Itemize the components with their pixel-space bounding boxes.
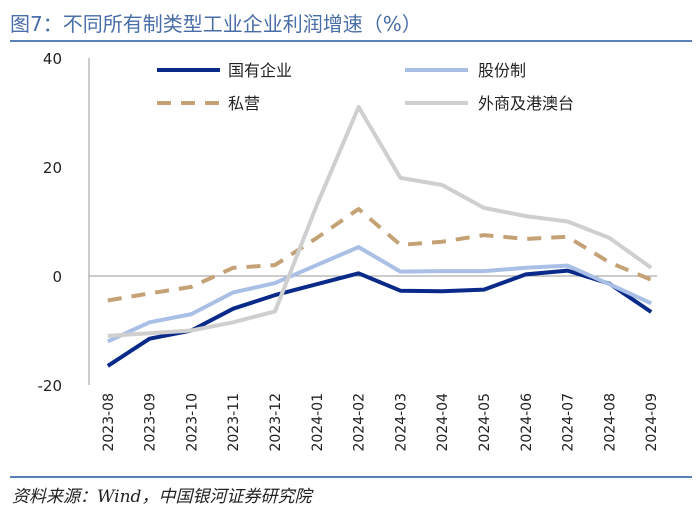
- footer-divider: [10, 476, 692, 478]
- page-title: 图7：不同所有制类型工业企业利润增速（%）: [10, 12, 422, 36]
- x-tick-label-2023-12: 2023-12: [268, 393, 284, 452]
- x-tick-label-2024-04: 2024-04: [435, 393, 451, 452]
- y-tick-label-0: 40: [43, 50, 62, 68]
- x-tick-label-2023-11: 2023-11: [226, 393, 242, 452]
- legend-label-2: 私营: [228, 94, 260, 113]
- y-tick-label-3: -20: [38, 377, 63, 395]
- x-tick-label-2023-10: 2023-10: [184, 393, 200, 452]
- x-tick-label-2023-08: 2023-08: [101, 393, 117, 452]
- x-tick-label-2024-03: 2024-03: [393, 393, 409, 452]
- source-note: 资料来源：Wind，中国银河证券研究院: [12, 487, 312, 507]
- legend-label-3: 外商及港澳台: [478, 94, 574, 113]
- legend-label-1: 股份制: [478, 61, 526, 80]
- x-tick-label-2024-01: 2024-01: [310, 393, 326, 452]
- x-tick-label-2024-09: 2024-09: [644, 393, 660, 452]
- x-tick-label-2023-09: 2023-09: [143, 393, 159, 452]
- x-tick-label-2024-07: 2024-07: [561, 393, 577, 452]
- series-line-2: [107, 207, 652, 303]
- x-tick-label-2024-08: 2024-08: [602, 393, 618, 452]
- x-tick-label-2024-05: 2024-05: [477, 393, 493, 452]
- x-tick-label-2024-06: 2024-06: [519, 393, 535, 452]
- series-line-1: [106, 245, 653, 344]
- profit-growth-chart: 40 20 0 -20 2023-08 2023-09 2023-10 2023-11 2023…: [38, 50, 661, 452]
- series-line-0: [106, 268, 653, 368]
- y-tick-label-1: 20: [43, 159, 62, 177]
- y-tick-label-2: 0: [52, 268, 62, 286]
- x-tick-label-2024-02: 2024-02: [352, 393, 368, 452]
- legend-label-0: 国有企业: [228, 61, 292, 80]
- title-divider: [10, 40, 692, 42]
- series-line-3: [107, 105, 653, 338]
